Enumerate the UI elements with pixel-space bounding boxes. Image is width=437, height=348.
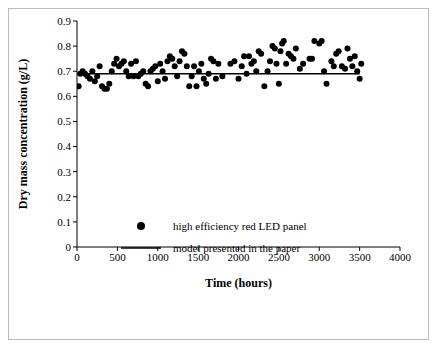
- svg-text:0: 0: [74, 251, 80, 263]
- svg-text:0.2: 0.2: [57, 191, 71, 203]
- svg-text:0.4: 0.4: [57, 140, 71, 152]
- svg-text:3500: 3500: [349, 251, 372, 263]
- svg-text:0: 0: [66, 241, 72, 253]
- svg-text:0.5: 0.5: [57, 115, 71, 127]
- svg-text:0.1: 0.1: [57, 216, 71, 228]
- svg-text:2000: 2000: [228, 251, 251, 263]
- svg-text:1000: 1000: [147, 251, 170, 263]
- svg-text:500: 500: [109, 251, 126, 263]
- svg-text:0.3: 0.3: [57, 166, 71, 178]
- html-text:high efficiency red LED panel: high efficiency red LED panel: [173, 220, 307, 232]
- svg-text:2500: 2500: [268, 251, 291, 263]
- svg-text:0.7: 0.7: [57, 65, 71, 77]
- svg-text:0.6: 0.6: [57, 90, 71, 102]
- html-text:model presented in the paper: model presented in the paper: [173, 242, 301, 254]
- svg-text:4000: 4000: [389, 251, 412, 263]
- svg-text:0.8: 0.8: [57, 40, 71, 52]
- svg-text:1500: 1500: [187, 251, 210, 263]
- svg-text:0.9: 0.9: [57, 15, 71, 27]
- svg-text:3000: 3000: [308, 251, 331, 263]
- svg-text:Dry mass concentration (g/L): Dry mass concentration (g/L): [16, 59, 30, 209]
- svg-text:Time (hours): Time (hours): [205, 276, 272, 290]
